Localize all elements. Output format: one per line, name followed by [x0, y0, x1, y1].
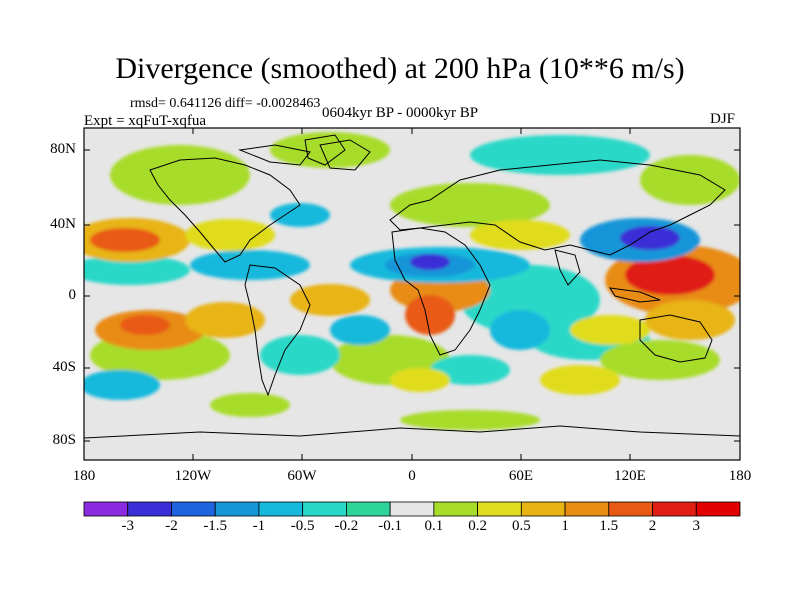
field-blob: [185, 219, 275, 251]
colorbar-swatch: [83, 501, 129, 517]
lon-tick-label: 60E: [508, 468, 534, 484]
field-blob: [270, 132, 390, 168]
lon-tick-label: 180: [728, 468, 752, 484]
field-blob: [84, 370, 160, 400]
colorbar-label: -3: [121, 518, 134, 534]
field-blob: [110, 145, 250, 205]
field-blob: [210, 393, 290, 417]
colorbar-swatch: [520, 501, 566, 517]
lat-tick-label: 80S: [52, 432, 76, 448]
stats-text: rmsd= 0.641126 diff= -0.0028463: [130, 96, 321, 111]
field-blob: [460, 265, 600, 335]
colorbar-swatch: [433, 501, 479, 517]
season-label: DJF: [710, 111, 736, 127]
colorbar-swatch: [477, 501, 522, 517]
colorbar-swatch: [258, 501, 304, 517]
field-blob: [270, 203, 330, 227]
colorbar-label: -0.2: [334, 518, 359, 534]
colorbar-label: 1: [561, 518, 569, 534]
field-blob: [470, 135, 650, 175]
field-blob: [620, 226, 680, 250]
lat-tick-label: 0: [68, 287, 77, 303]
field-blob: [625, 255, 715, 295]
field-blob: [330, 315, 390, 345]
field-blob: [400, 410, 540, 430]
field-blob: [84, 255, 190, 285]
colorbar-swatch: [652, 501, 697, 517]
field-blob: [470, 220, 570, 250]
colorbar-label: -2: [165, 518, 178, 534]
colorbar-swatch: [345, 501, 391, 517]
field-blob: [410, 254, 450, 270]
colorbar-label: 2: [648, 518, 657, 534]
field-blob: [540, 365, 620, 395]
lon-tick-label: 120W: [174, 468, 212, 484]
colorbar: [83, 501, 741, 517]
field-blob: [185, 302, 265, 338]
lat-tick-label: 80N: [50, 141, 76, 157]
figure-title: Divergence (smoothed) at 200 hPa (10**6 …: [115, 52, 685, 85]
colorbar-label: 0.1: [424, 518, 444, 534]
field-blob: [570, 315, 650, 345]
lat-tick-label: 40S: [52, 359, 76, 375]
colorbar-label: -1.5: [203, 518, 228, 534]
colorbar-label: -0.5: [290, 518, 315, 534]
colorbar-swatch: [302, 501, 347, 517]
lon-tick-label: 0: [408, 468, 416, 484]
field-blob: [600, 340, 720, 380]
colorbar-label: 1.5: [599, 518, 619, 534]
field-blob: [430, 355, 510, 385]
colorbar-swatch: [171, 501, 216, 517]
colorbar-label: 0.2: [468, 518, 487, 534]
lat-tick-label: 40N: [50, 216, 76, 232]
period-label: 0604kyr BP - 0000kyr BP: [322, 105, 479, 121]
colorbar-label: 3: [692, 518, 701, 534]
colorbar-swatch: [127, 501, 172, 517]
colorbar-swatch: [695, 501, 741, 517]
field-blob: [290, 284, 370, 316]
field-blob: [640, 155, 740, 205]
colorbar-label: 0.5: [511, 518, 531, 534]
colorbar-label: -0.1: [378, 518, 402, 534]
field-blob: [390, 183, 550, 227]
lon-tick-label: 180: [72, 468, 96, 484]
colorbar-swatch: [214, 501, 260, 517]
lon-tick-label: 60W: [287, 468, 317, 484]
field-blob: [90, 228, 160, 252]
map-field: [84, 128, 740, 460]
field-blob: [390, 368, 450, 392]
field-blob: [490, 310, 550, 350]
colorbar-swatch: [564, 501, 610, 517]
experiment-label: Expt = xqFuT-xqfua: [84, 113, 207, 129]
lon-tick-label: 120E: [614, 468, 646, 484]
axis-ticks: [83, 128, 741, 460]
colorbar-swatch: [608, 501, 653, 517]
field-blob: [120, 315, 170, 335]
field-blob: [260, 335, 340, 375]
field-blob: [405, 295, 455, 335]
colorbar-label: -1: [252, 518, 266, 534]
colorbar-swatch: [389, 501, 435, 517]
coastlines: [84, 134, 740, 439]
